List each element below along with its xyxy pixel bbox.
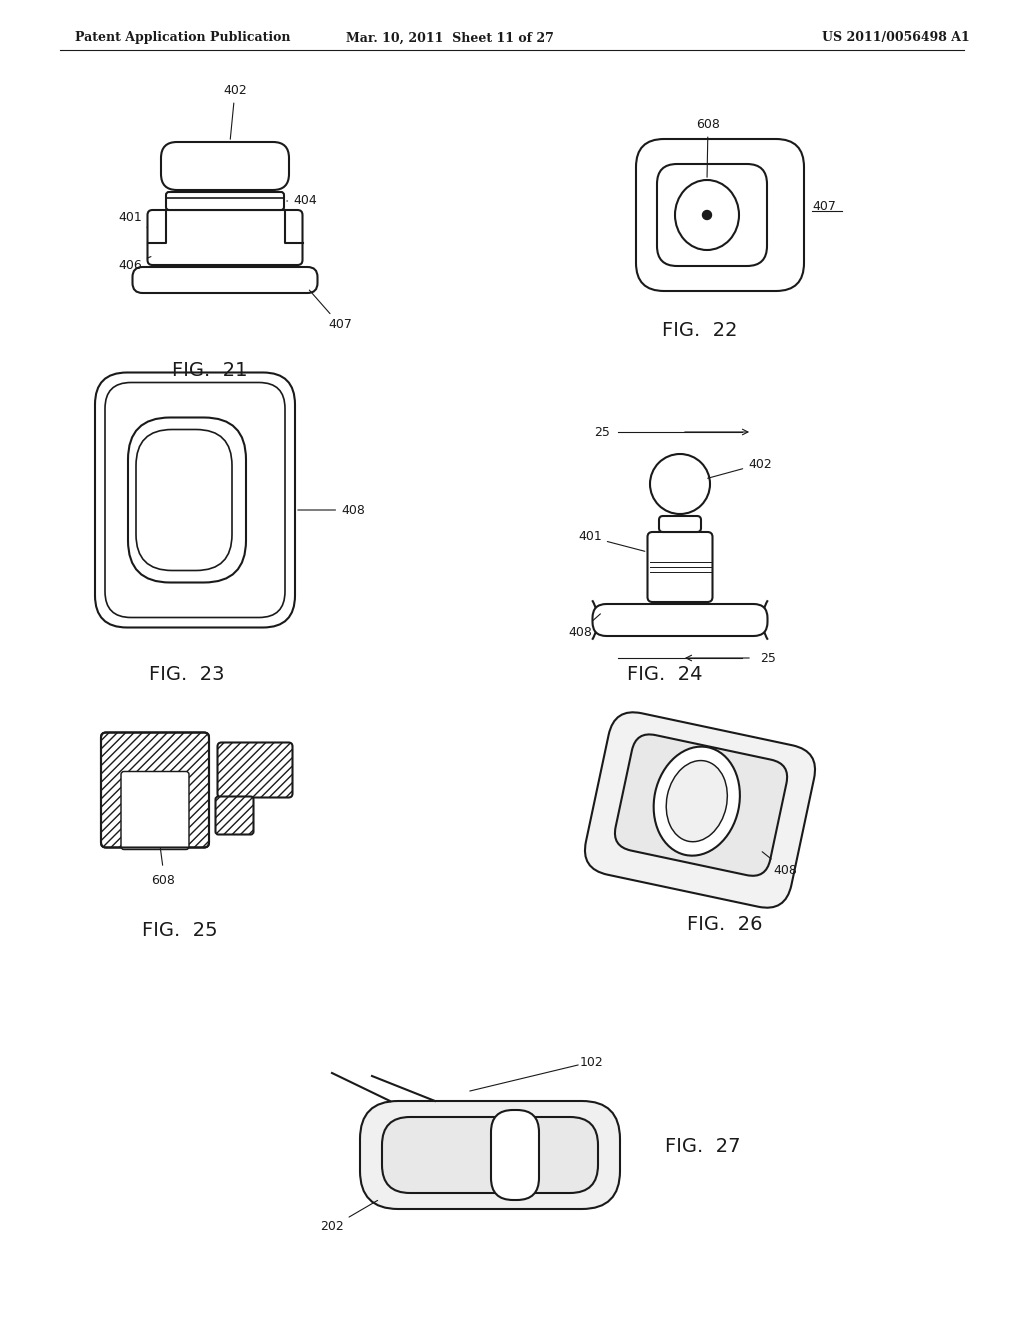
Text: FIG.  22: FIG. 22 — [663, 321, 737, 339]
Text: 406: 406 — [118, 256, 151, 272]
Text: 401: 401 — [118, 211, 147, 227]
Ellipse shape — [667, 760, 727, 842]
Text: 25: 25 — [594, 425, 610, 438]
Text: 407: 407 — [812, 201, 836, 214]
FancyBboxPatch shape — [217, 742, 293, 797]
Text: 404: 404 — [287, 194, 316, 207]
FancyBboxPatch shape — [490, 1110, 539, 1200]
Text: 408: 408 — [762, 851, 797, 876]
FancyBboxPatch shape — [657, 164, 767, 267]
FancyBboxPatch shape — [128, 417, 246, 582]
Text: FIG.  21: FIG. 21 — [172, 360, 248, 380]
Text: Patent Application Publication: Patent Application Publication — [75, 32, 291, 45]
Text: FIG.  25: FIG. 25 — [142, 920, 218, 940]
FancyBboxPatch shape — [382, 1117, 598, 1193]
Text: 402: 402 — [708, 458, 772, 478]
Text: Mar. 10, 2011  Sheet 11 of 27: Mar. 10, 2011 Sheet 11 of 27 — [346, 32, 554, 45]
FancyBboxPatch shape — [161, 143, 289, 190]
FancyBboxPatch shape — [585, 713, 815, 908]
FancyBboxPatch shape — [647, 532, 713, 602]
Ellipse shape — [675, 180, 739, 249]
FancyBboxPatch shape — [105, 383, 285, 618]
Text: 408: 408 — [568, 614, 600, 639]
FancyBboxPatch shape — [166, 191, 284, 210]
Text: FIG.  26: FIG. 26 — [687, 916, 763, 935]
Text: 401: 401 — [579, 531, 645, 552]
Text: 407: 407 — [309, 290, 352, 331]
FancyBboxPatch shape — [101, 733, 209, 847]
Text: 608: 608 — [696, 119, 720, 177]
FancyBboxPatch shape — [615, 734, 787, 875]
Text: 25: 25 — [760, 652, 776, 664]
Text: 402: 402 — [223, 84, 247, 139]
Text: US 2011/0056498 A1: US 2011/0056498 A1 — [822, 32, 970, 45]
Text: 608: 608 — [152, 874, 175, 887]
FancyBboxPatch shape — [95, 372, 295, 627]
Text: 408: 408 — [298, 503, 365, 516]
FancyBboxPatch shape — [132, 267, 317, 293]
Text: FIG.  23: FIG. 23 — [150, 665, 224, 685]
Circle shape — [650, 454, 710, 513]
Circle shape — [702, 210, 712, 219]
Text: 202: 202 — [321, 1200, 378, 1233]
Text: FIG.  27: FIG. 27 — [665, 1138, 740, 1156]
Text: FIG.  24: FIG. 24 — [628, 665, 702, 685]
FancyBboxPatch shape — [593, 605, 768, 636]
FancyBboxPatch shape — [121, 771, 189, 850]
FancyBboxPatch shape — [659, 516, 701, 532]
Ellipse shape — [653, 747, 740, 855]
FancyBboxPatch shape — [147, 210, 302, 265]
FancyBboxPatch shape — [636, 139, 804, 290]
Text: 102: 102 — [580, 1056, 604, 1069]
FancyBboxPatch shape — [136, 429, 232, 570]
FancyBboxPatch shape — [215, 796, 254, 834]
FancyBboxPatch shape — [360, 1101, 620, 1209]
